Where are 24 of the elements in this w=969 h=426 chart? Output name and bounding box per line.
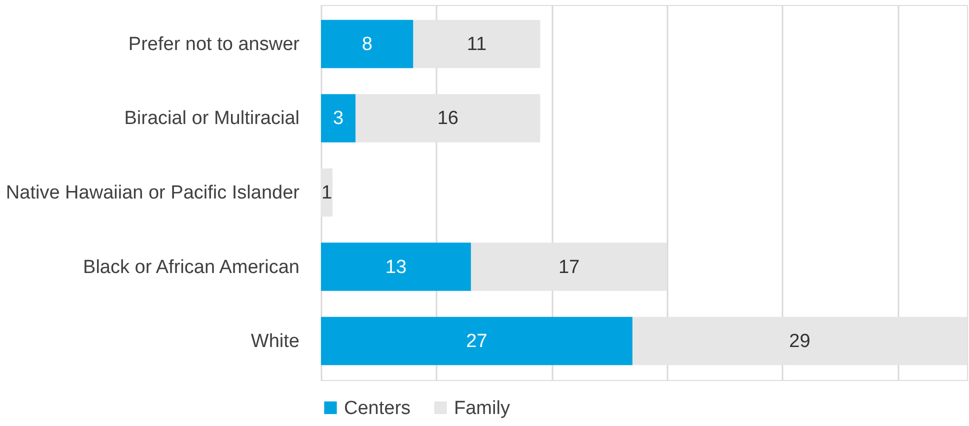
data-label: 29	[789, 331, 810, 352]
data-label: 8	[362, 34, 372, 55]
data-label: 11	[466, 34, 487, 55]
y-tick-label: Biracial or Multiracial	[124, 108, 300, 130]
legend-label: Family	[454, 398, 510, 419]
bar	[413, 20, 540, 68]
data-label: 1	[321, 182, 332, 204]
y-tick-label: Black or African American	[83, 256, 300, 278]
bar	[321, 316, 632, 366]
bar	[356, 94, 540, 142]
data-label: 3	[333, 108, 344, 130]
y-tick-label: Native Hawaiian or Pacific Islander	[6, 182, 300, 204]
bar	[470, 242, 668, 291]
bar	[321, 20, 414, 68]
y-tick-label: Prefer not to answer	[128, 34, 300, 55]
data-label: 16	[437, 108, 458, 130]
data-label: 27	[466, 331, 488, 352]
y-tick-label: White	[250, 331, 300, 352]
bar	[321, 242, 471, 291]
data-label: 13	[385, 256, 407, 278]
legend-label: Centers	[344, 398, 411, 419]
bar	[321, 94, 356, 142]
data-label: 17	[558, 256, 580, 278]
bar	[321, 168, 333, 217]
